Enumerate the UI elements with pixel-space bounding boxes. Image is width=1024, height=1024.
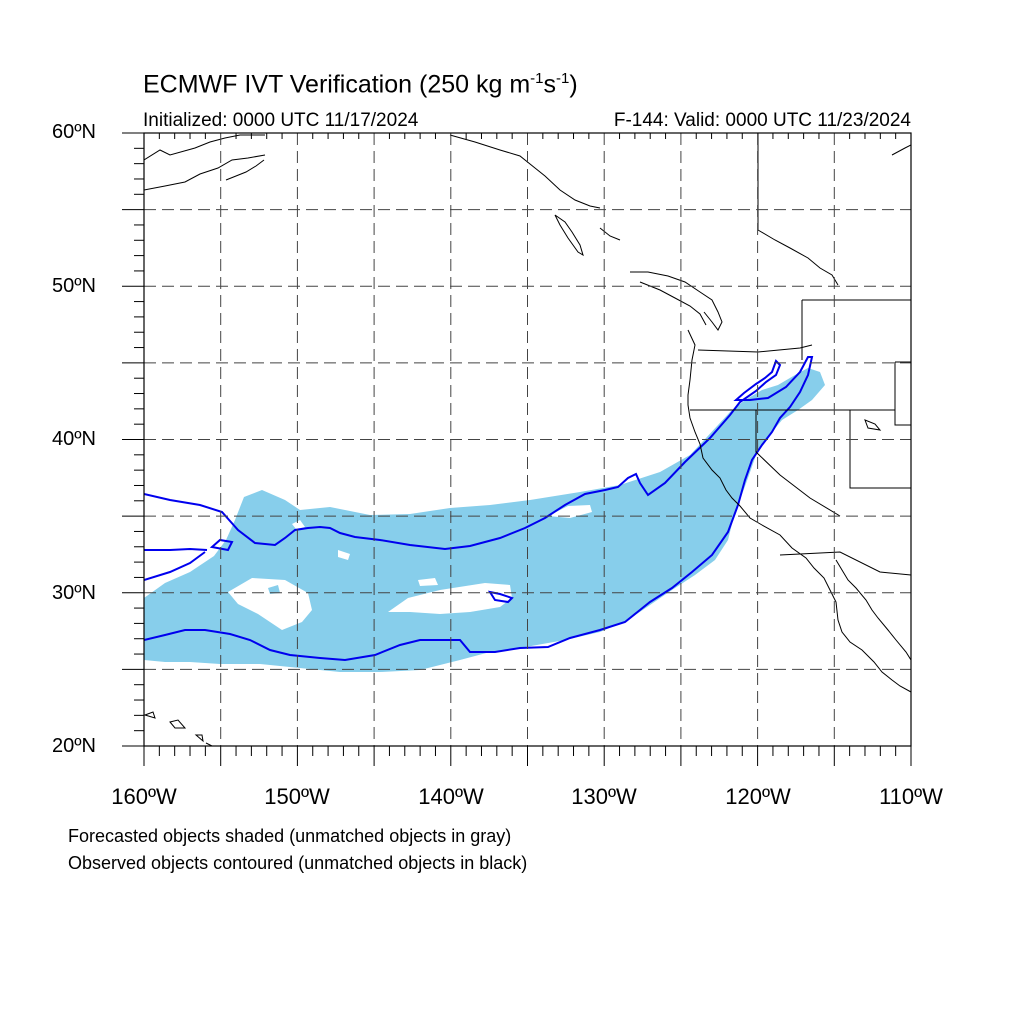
lon-label-140w: 140ºW — [418, 784, 484, 809]
valid-time-label: F-144: Valid: 0000 UTC 11/23/2024 — [613, 110, 911, 131]
lat-label-50: 50ºN — [52, 275, 96, 297]
lat-label-30: 30ºN — [52, 582, 96, 604]
legend-observed-note: Observed objects contoured (unmatched ob… — [68, 853, 528, 873]
lat-label-40: 40ºN — [52, 428, 96, 450]
lon-label-150w: 150ºW — [264, 784, 330, 809]
map-frame — [143, 132, 912, 747]
lon-label-120w: 120ºW — [725, 784, 791, 809]
observed-ivt-contour — [144, 356, 814, 662]
graticule — [144, 133, 911, 746]
legend-forecast-note: Forecasted objects shaded (unmatched obj… — [68, 826, 512, 846]
lon-label-130w: 130ºW — [571, 784, 637, 809]
lat-label-60: 60ºN — [52, 121, 96, 143]
lon-label-110w: 110ºW — [879, 784, 943, 809]
map-title: ECMWF IVT Verification (250 kg m-1s-1) — [143, 70, 578, 99]
lon-label-160w: 160ºW — [111, 784, 177, 809]
initialized-label: Initialized: 0000 UTC 11/17/2024 — [143, 110, 419, 131]
forecast-ivt-object — [144, 368, 825, 672]
lat-label-20: 20ºN — [52, 735, 96, 757]
coastlines — [144, 133, 911, 746]
axis-ticks — [122, 132, 912, 766]
